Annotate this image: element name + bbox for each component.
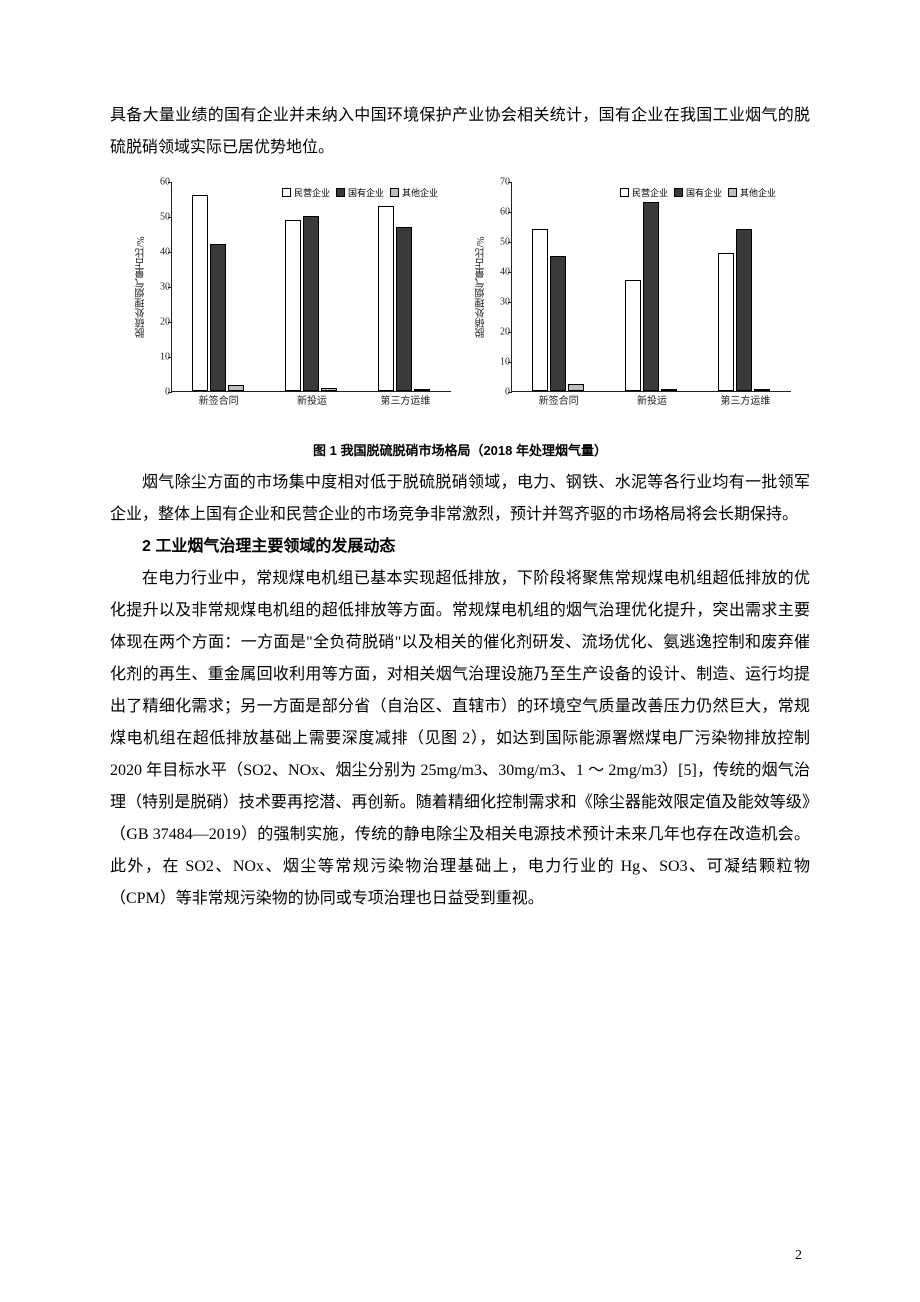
bar — [396, 227, 412, 392]
bar — [192, 195, 208, 391]
chart-desulfurization: 0102030405060脱硫处理烟气量占比/%民营企业国有企业其他企业新签合同… — [129, 182, 451, 410]
y-tick-mark — [508, 392, 512, 393]
legend-swatch — [728, 188, 737, 197]
y-tick-mark — [168, 287, 172, 288]
legend-text: 民营企业 — [294, 186, 330, 199]
bar — [532, 229, 548, 391]
legend-swatch — [674, 188, 683, 197]
bar — [736, 229, 752, 391]
y-tick-mark — [168, 182, 172, 183]
legend-text: 其他企业 — [402, 186, 438, 199]
paragraph-power-industry: 在电力行业中，常规煤电机组已基本实现超低排放，下阶段将聚焦常规煤电机组超低排放的… — [110, 563, 810, 915]
legend-text: 民营企业 — [632, 186, 668, 199]
bar-group — [625, 202, 677, 391]
legend-text: 其他企业 — [740, 186, 776, 199]
y-tick-mark — [508, 212, 512, 213]
bar — [643, 202, 659, 391]
bar-group — [718, 229, 770, 391]
chart-legend: 民营企业 国有企业 其他企业 — [620, 186, 776, 199]
y-axis-label: 脱硝处理烟气量占比/% — [474, 236, 489, 337]
paragraph-intro-continued: 具备大量业绩的国有企业并未纳入中国环境保护产业协会相关统计，国有企业在我国工业烟… — [110, 100, 810, 164]
y-tick-mark — [508, 302, 512, 303]
y-tick-mark — [168, 252, 172, 253]
legend-swatch — [620, 188, 629, 197]
category-label: 新签合同 — [199, 392, 239, 407]
bar-group — [532, 229, 584, 391]
paragraph-dust-market: 烟气除尘方面的市场集中度相对低于脱硫脱硝领域，电力、钢铁、水泥等各行业均有一批领… — [110, 467, 810, 531]
category-label: 新投运 — [297, 392, 327, 407]
legend-swatch — [282, 188, 291, 197]
bar — [303, 216, 319, 391]
section-2-heading: 2 工业烟气治理主要领域的发展动态 — [110, 531, 810, 563]
legend-item: 其他企业 — [728, 186, 776, 199]
y-tick-mark — [168, 357, 172, 358]
bar — [414, 389, 430, 391]
bar — [754, 389, 770, 391]
y-tick-mark — [168, 392, 172, 393]
chart-legend: 民营企业 国有企业 其他企业 — [282, 186, 438, 199]
y-tick-mark — [508, 182, 512, 183]
y-tick-mark — [168, 217, 172, 218]
chart-plot-area: 010203040506070脱硝处理烟气量占比/%民营企业国有企业其他企业新签… — [511, 182, 791, 392]
bar — [321, 388, 337, 391]
legend-item: 国有企业 — [336, 186, 384, 199]
y-axis-label: 脱硫处理烟气量占比/% — [134, 236, 149, 337]
legend-text: 国有企业 — [686, 186, 722, 199]
bar — [378, 206, 394, 392]
bar — [661, 389, 677, 391]
y-tick-mark — [508, 332, 512, 333]
bar — [718, 253, 734, 391]
y-tick-mark — [508, 272, 512, 273]
y-tick-mark — [508, 242, 512, 243]
bar — [568, 384, 584, 392]
y-tick-mark — [168, 322, 172, 323]
page-number: 2 — [795, 1248, 802, 1264]
category-label: 新投运 — [637, 392, 667, 407]
legend-swatch — [390, 188, 399, 197]
bar — [285, 220, 301, 392]
bar — [625, 280, 641, 391]
chart-denitrification: 010203040506070脱硝处理烟气量占比/%民营企业国有企业其他企业新签… — [469, 182, 791, 410]
legend-item: 国有企业 — [674, 186, 722, 199]
legend-item: 其他企业 — [390, 186, 438, 199]
legend-item: 民营企业 — [620, 186, 668, 199]
figure-1: 0102030405060脱硫处理烟气量占比/%民营企业国有企业其他企业新签合同… — [110, 182, 810, 459]
legend-swatch — [336, 188, 345, 197]
figure-1-caption: 图 1 我国脱硫脱硝市场格局（2018 年处理烟气量） — [313, 440, 607, 459]
category-label: 第三方运维 — [380, 392, 430, 407]
bar — [550, 256, 566, 391]
y-tick-mark — [508, 362, 512, 363]
bar — [228, 385, 244, 391]
bar-group — [378, 206, 430, 392]
figure-1-charts: 0102030405060脱硫处理烟气量占比/%民营企业国有企业其他企业新签合同… — [129, 182, 791, 410]
bar — [210, 244, 226, 391]
bar-group — [285, 216, 337, 391]
category-label: 第三方运维 — [720, 392, 770, 407]
chart-plot-area: 0102030405060脱硫处理烟气量占比/%民营企业国有企业其他企业新签合同… — [171, 182, 451, 392]
category-label: 新签合同 — [539, 392, 579, 407]
legend-item: 民营企业 — [282, 186, 330, 199]
legend-text: 国有企业 — [348, 186, 384, 199]
bar-group — [192, 195, 244, 391]
